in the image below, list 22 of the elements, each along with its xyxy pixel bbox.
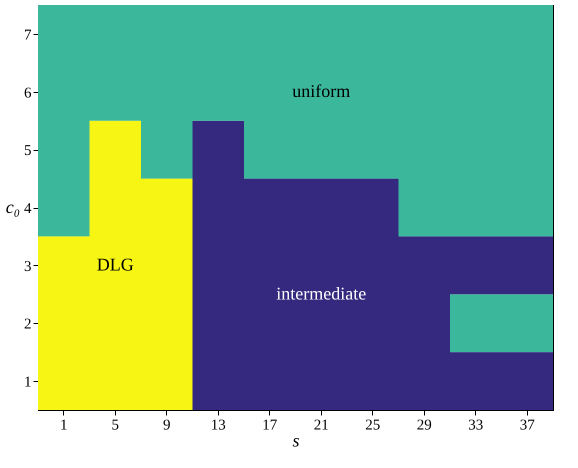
y-axis-title: c₀ [6, 197, 20, 217]
data-label: uniform [292, 80, 350, 101]
y-tick-label: 2 [24, 316, 32, 333]
x-tick-label: 21 [314, 418, 329, 434]
x-tick-label: 13 [210, 418, 226, 434]
data-label: DLG [96, 254, 134, 274]
data-label: intermediate [276, 283, 366, 304]
x-tick-label: 37 [520, 418, 536, 434]
y-tick-label: 6 [24, 85, 32, 102]
x-tick-label: 29 [416, 418, 432, 434]
x-tick-label: 1 [60, 418, 68, 434]
y-tick-label: 4 [24, 201, 32, 217]
x-tick-label: 33 [468, 418, 484, 434]
y-tick-label: 7 [24, 27, 32, 44]
x-tick-label: 5 [112, 418, 119, 434]
x-tick-label: 9 [163, 418, 170, 434]
y-tick-label: 3 [24, 258, 32, 275]
y-tick-label: 1 [24, 374, 32, 391]
x-tick-label: 25 [365, 418, 380, 434]
y-tick-label: 5 [24, 143, 32, 160]
x-axis-title: s [292, 430, 300, 450]
x-tick-label: 17 [262, 418, 278, 434]
